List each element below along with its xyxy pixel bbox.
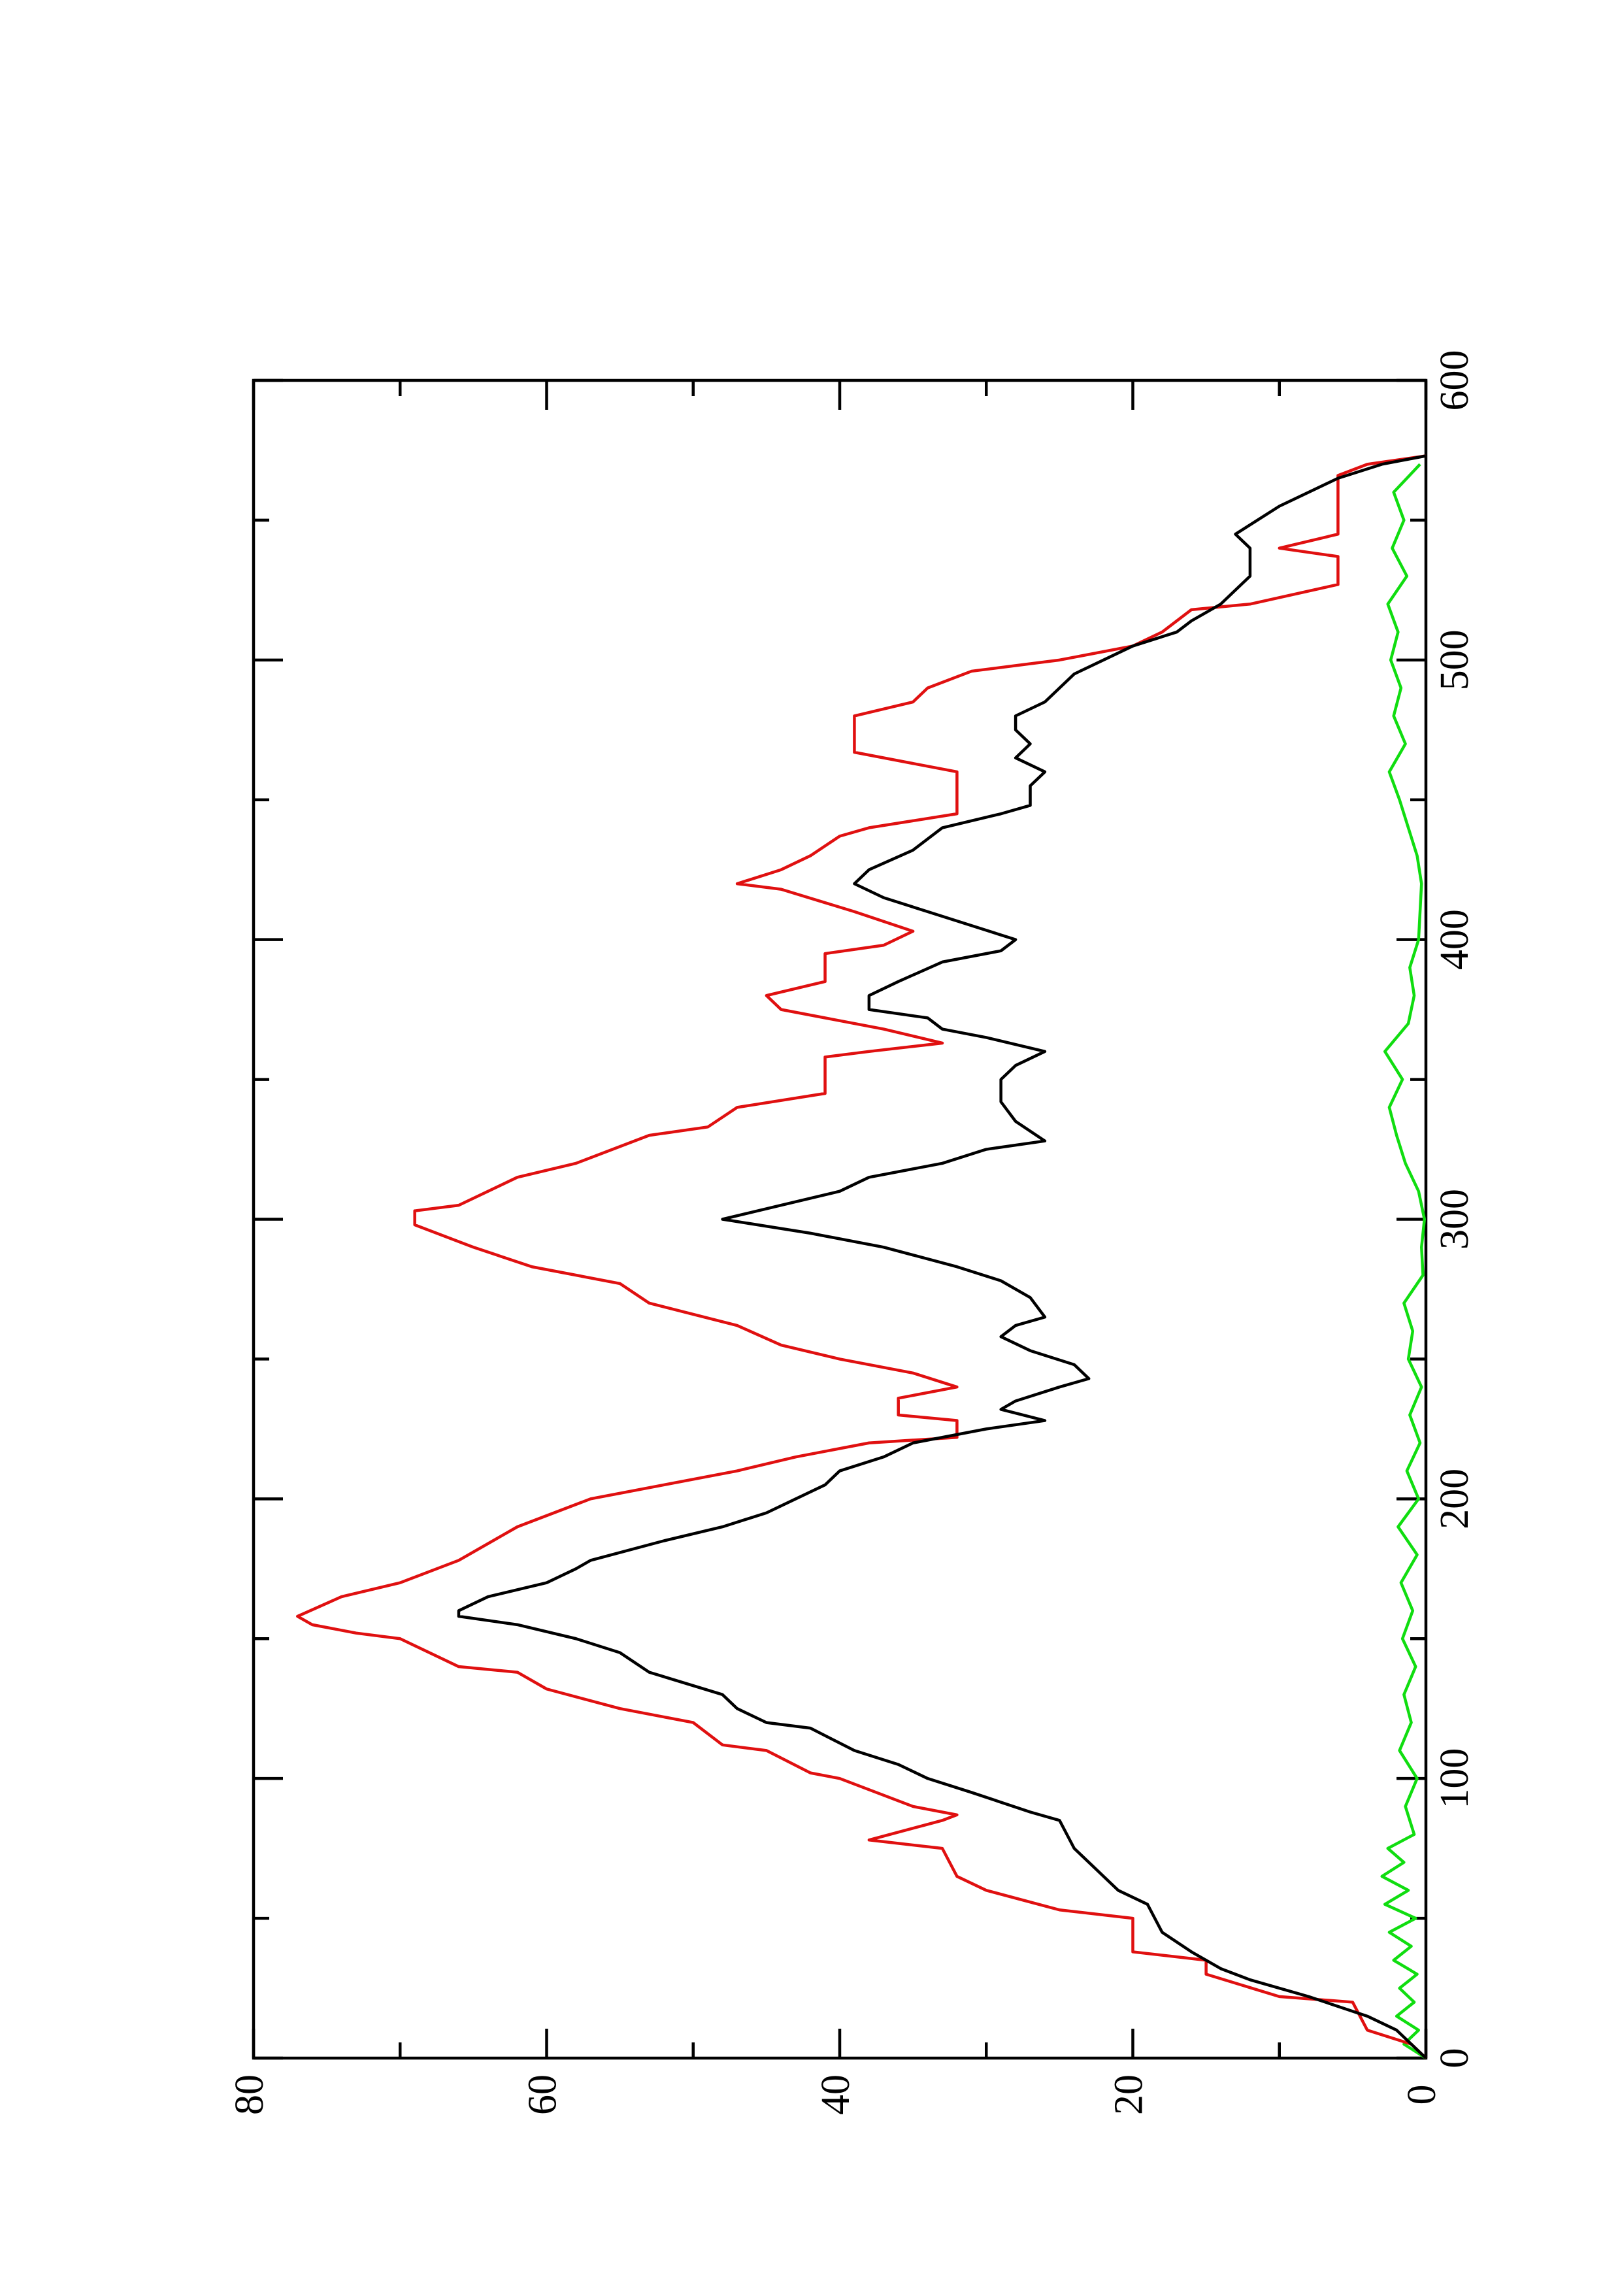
x-tick-label: 400 xyxy=(1432,909,1477,970)
y-tick-label: 60 xyxy=(521,2074,565,2115)
x-tick-label: 100 xyxy=(1432,1748,1477,1809)
x-tick-label: 300 xyxy=(1432,1189,1477,1250)
y-tick-label: 0 xyxy=(1400,2085,1444,2105)
plot-frame xyxy=(252,378,1428,2060)
y-tick-label: 40 xyxy=(814,2074,858,2115)
data-line xyxy=(1380,463,1427,2059)
y-tick-label: 20 xyxy=(1107,2074,1151,2115)
x-tick-label: 600 xyxy=(1432,350,1477,411)
y-tick-label: 80 xyxy=(227,2074,272,2115)
x-tick-label: 0 xyxy=(1432,2048,1477,2069)
x-tick-label: 500 xyxy=(1432,629,1477,690)
x-tick-label: 200 xyxy=(1432,1469,1477,1529)
data-line xyxy=(457,454,1427,2059)
data-line xyxy=(296,454,1427,2059)
